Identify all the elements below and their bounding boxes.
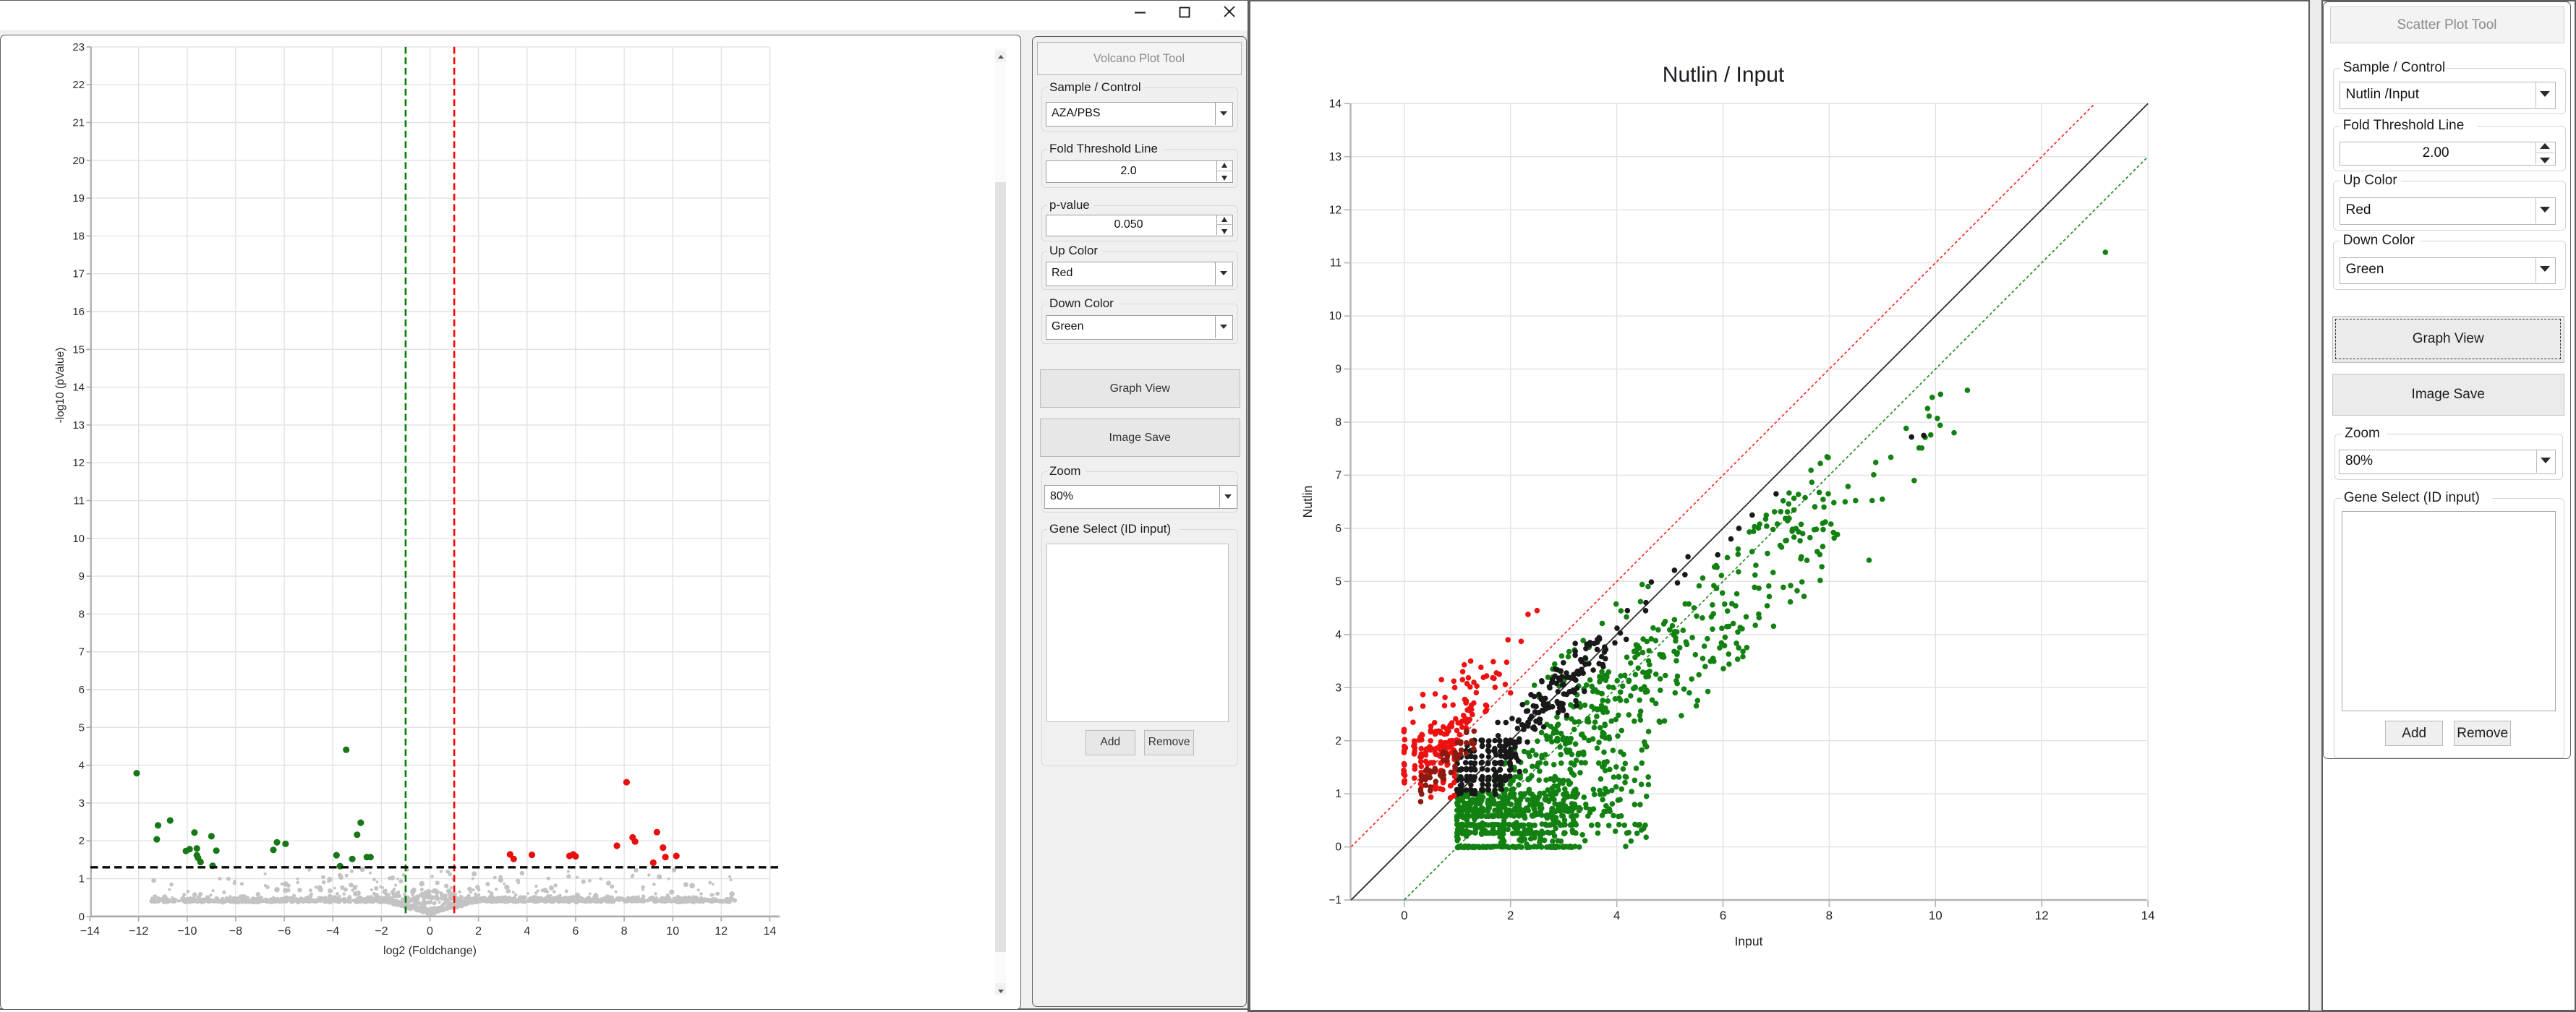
svg-text:10: 10 — [1929, 909, 1942, 922]
svg-text:13: 13 — [1329, 151, 1342, 163]
svg-text:0: 0 — [427, 925, 433, 938]
svg-text:Input: Input — [1735, 934, 1763, 948]
svg-text:18: 18 — [72, 230, 85, 242]
svg-text:9: 9 — [79, 570, 85, 583]
svg-text:0: 0 — [79, 911, 85, 923]
svg-text:8: 8 — [621, 925, 628, 938]
svg-text:-log10 (pValue): -log10 (pValue) — [54, 348, 67, 424]
svg-text:13: 13 — [72, 419, 85, 432]
svg-text:4: 4 — [524, 925, 530, 938]
svg-text:20: 20 — [72, 155, 85, 167]
svg-text:23: 23 — [72, 41, 85, 53]
svg-text:15: 15 — [72, 343, 85, 356]
svg-text:3: 3 — [79, 797, 85, 810]
svg-text:−6: −6 — [278, 925, 291, 938]
svg-text:1: 1 — [1335, 788, 1342, 800]
svg-text:6: 6 — [1335, 523, 1342, 535]
svg-text:14: 14 — [72, 382, 85, 394]
svg-text:17: 17 — [72, 268, 85, 280]
svg-text:12: 12 — [72, 457, 85, 469]
svg-text:8: 8 — [1826, 909, 1833, 922]
svg-text:−10: −10 — [177, 925, 197, 938]
svg-text:11: 11 — [1330, 257, 1342, 270]
svg-text:2: 2 — [79, 835, 85, 847]
svg-text:16: 16 — [72, 306, 85, 318]
svg-text:2: 2 — [1507, 909, 1514, 922]
svg-text:−14: −14 — [80, 925, 100, 938]
svg-text:7: 7 — [1335, 469, 1342, 481]
svg-text:Nutlin: Nutlin — [1300, 486, 1315, 518]
svg-text:10: 10 — [72, 533, 85, 545]
svg-text:19: 19 — [72, 192, 85, 205]
svg-text:10: 10 — [666, 925, 679, 938]
svg-text:9: 9 — [1335, 364, 1342, 376]
svg-text:log2 (Foldchange): log2 (Foldchange) — [383, 945, 477, 957]
svg-text:2: 2 — [475, 925, 482, 938]
svg-text:22: 22 — [72, 79, 85, 91]
svg-text:3: 3 — [1335, 682, 1342, 694]
svg-text:7: 7 — [79, 646, 85, 659]
svg-text:1: 1 — [79, 872, 85, 885]
svg-text:21: 21 — [72, 116, 85, 129]
svg-text:12: 12 — [715, 925, 728, 938]
svg-text:Nutlin / Input: Nutlin / Input — [1663, 63, 1785, 87]
svg-text:5: 5 — [79, 721, 85, 734]
svg-text:0: 0 — [1401, 909, 1407, 922]
svg-text:4: 4 — [79, 760, 85, 772]
svg-text:8: 8 — [79, 608, 85, 620]
svg-text:6: 6 — [572, 925, 579, 938]
svg-text:−8: −8 — [229, 925, 242, 938]
svg-text:4: 4 — [1335, 629, 1342, 641]
svg-text:11: 11 — [73, 494, 85, 507]
svg-text:−12: −12 — [129, 925, 148, 938]
svg-text:0: 0 — [1335, 841, 1342, 854]
svg-text:2: 2 — [1335, 735, 1342, 747]
svg-text:8: 8 — [1335, 416, 1342, 429]
svg-text:−2: −2 — [375, 925, 388, 938]
svg-text:−1: −1 — [1328, 894, 1342, 906]
svg-text:6: 6 — [1720, 909, 1726, 922]
svg-text:12: 12 — [1329, 204, 1342, 216]
svg-text:14: 14 — [764, 925, 777, 938]
svg-text:14: 14 — [2141, 909, 2155, 922]
svg-text:12: 12 — [2035, 909, 2049, 922]
svg-text:14: 14 — [1329, 98, 1342, 110]
svg-text:−4: −4 — [326, 925, 339, 938]
svg-text:6: 6 — [79, 684, 85, 696]
svg-text:5: 5 — [1335, 575, 1342, 588]
svg-text:10: 10 — [1329, 310, 1342, 322]
svg-text:4: 4 — [1613, 909, 1620, 922]
